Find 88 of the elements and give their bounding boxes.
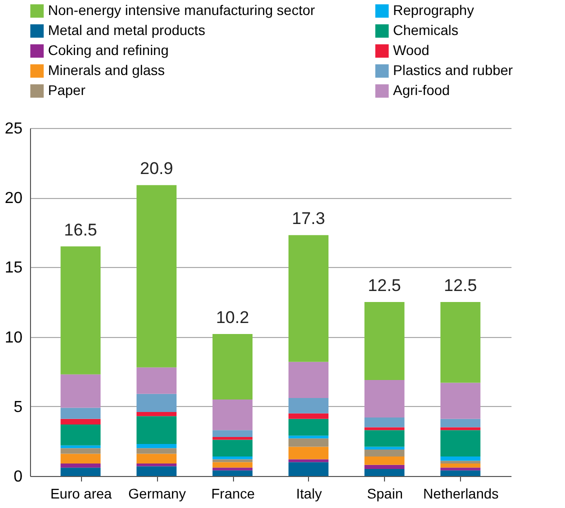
bar (60, 418, 101, 424)
total-label: 10.2 (216, 308, 250, 328)
bar (440, 468, 480, 470)
bar (212, 399, 253, 430)
total-label: 12.5 (444, 276, 477, 295)
bar (364, 418, 404, 428)
bar (60, 374, 101, 408)
bar (212, 468, 253, 470)
bar (288, 446, 328, 460)
legend-label: Plastics and rubber (393, 62, 514, 78)
bar (136, 466, 177, 476)
bar (136, 444, 177, 448)
total-label: 17.3 (292, 209, 326, 228)
bar (60, 424, 101, 446)
bar (364, 469, 404, 476)
bar (212, 462, 253, 468)
bar (364, 302, 404, 380)
bar (136, 185, 177, 368)
y-tick-label: 25 (4, 120, 23, 138)
legend-label: Agri-food (393, 82, 450, 98)
legend-label: Metal and metal products (48, 22, 206, 38)
bar (440, 460, 480, 464)
bar (288, 413, 328, 419)
y-tick-label: 20 (4, 190, 23, 208)
legend-label: Reprography (393, 2, 474, 18)
bar (60, 463, 101, 468)
x-tick-label: Euro area (50, 486, 112, 502)
y-tick-label: 5 (14, 398, 23, 416)
bar (440, 418, 480, 428)
bar (136, 416, 177, 444)
legend-label: Minerals and glass (48, 62, 165, 78)
bar (364, 380, 404, 418)
bar (212, 334, 253, 400)
bar (136, 463, 177, 466)
bar (60, 454, 101, 464)
bar (288, 235, 328, 362)
bar (288, 438, 328, 447)
bar (440, 463, 480, 468)
bar (440, 427, 480, 430)
bar (440, 470, 480, 476)
bar (60, 445, 101, 448)
x-tick-label: Netherlands (423, 486, 499, 502)
bar (212, 459, 253, 462)
bar (136, 454, 177, 464)
bar (440, 456, 480, 461)
bar (212, 456, 253, 460)
bar (212, 440, 253, 457)
bar (288, 459, 328, 462)
bar (440, 382, 480, 419)
bar (364, 430, 404, 447)
x-tick-label: Italy (296, 486, 322, 502)
y-tick-label: 15 (4, 260, 23, 277)
bar (440, 430, 480, 457)
legend-label: Wood (393, 42, 430, 58)
bar (288, 462, 328, 476)
bar (136, 367, 177, 394)
bar (364, 450, 404, 457)
bar (288, 418, 328, 436)
bar (364, 456, 404, 465)
bar (288, 362, 328, 398)
legend-label: Non-energy intensive manufacturing sector (48, 2, 316, 18)
bar (60, 408, 101, 419)
bar (288, 398, 328, 414)
bar (60, 448, 101, 454)
bar (212, 470, 253, 476)
y-tick-label: 10 (4, 329, 23, 346)
bar (136, 412, 177, 416)
bar (440, 302, 480, 383)
x-tick-label: France (211, 486, 256, 502)
legend-label: Paper (48, 82, 86, 98)
bar (60, 468, 101, 476)
x-tick-label: Spain (367, 486, 403, 502)
bar (364, 427, 404, 430)
y-tick-label: 0 (14, 468, 23, 486)
bar (212, 430, 253, 438)
legend-label: Chemicals (393, 22, 458, 38)
bar (288, 436, 328, 438)
legend-label: Coking and refining (48, 42, 169, 58)
bar (364, 464, 404, 470)
bar (60, 246, 101, 374)
bar (212, 437, 253, 440)
total-label: 16.5 (64, 220, 98, 240)
x-tick-label: Germany (128, 486, 186, 502)
bar (136, 394, 177, 412)
total-label: 12.5 (368, 276, 401, 295)
bar (136, 448, 177, 454)
bar (364, 446, 404, 450)
total-label: 20.9 (140, 159, 174, 178)
